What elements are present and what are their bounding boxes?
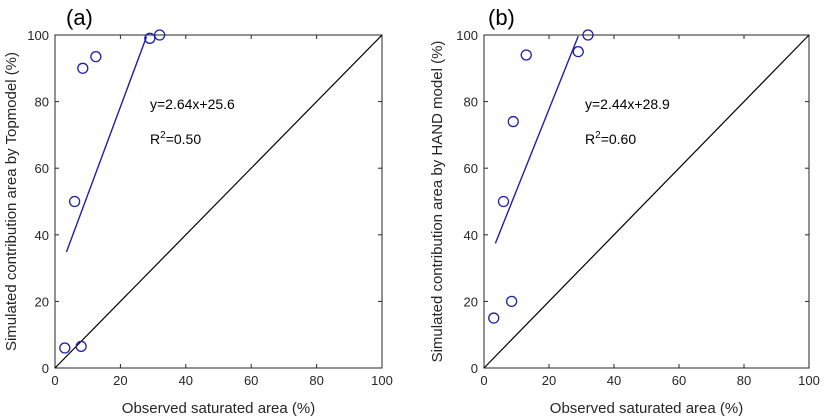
panel-b-one-to-one-line — [483, 34, 810, 369]
panel-a-r2-prefix: R — [150, 131, 160, 147]
panel-b-y-tick-label: 20 — [464, 294, 478, 309]
panel-b-x-tick-label: 80 — [737, 373, 751, 388]
panel-b-x-tick-label: 20 — [542, 373, 556, 388]
panel-a-x-tick-label: 80 — [309, 373, 323, 388]
panel-a-x-tick-label: 0 — [51, 373, 58, 388]
panel-b-y-tick-label: 60 — [464, 161, 478, 176]
panel-b-data-point — [507, 115, 519, 128]
panel-a-y-tick-label: 20 — [35, 294, 49, 309]
panel-b-data-point — [505, 295, 518, 308]
panel-a-fit-line — [65, 36, 148, 253]
panel-a-equation: y=2.64x+25.6 — [150, 96, 235, 112]
panel-a-data-point — [68, 195, 81, 208]
panel-a-y-tick-label: 0 — [42, 361, 49, 376]
panel-b-x-axis-label: Observed saturated area (%) — [550, 400, 743, 417]
panel-b-label: (b) — [488, 5, 515, 30]
panel-b-y-axis-label: Simulated contribution area by HAND mode… — [429, 41, 446, 363]
panel-a-y-tick-label: 100 — [27, 28, 49, 43]
panel-a-fit-line-group — [65, 36, 148, 253]
panel-b-data-point — [572, 46, 584, 58]
panel-a-y-tick-label: 40 — [35, 228, 49, 243]
panel-a-reference-line-group — [54, 34, 383, 369]
panel-b-data-point — [582, 29, 594, 41]
panel-b-data-point — [497, 195, 510, 208]
panel-a-x-axis-label: Observed saturated area (%) — [122, 400, 315, 417]
panel-a-x-tick-label: 60 — [244, 373, 258, 388]
panel-a-data-point — [144, 32, 156, 44]
panel-b-y-tick-label: 40 — [464, 228, 478, 243]
panel-b-equation: y=2.44x+28.9 — [585, 96, 670, 112]
panel-a: (a) 0 20 40 60 80 100 0 20 40 60 80 100 y=2.64x+25.… — [3, 5, 393, 417]
panel-a-data-point — [59, 342, 71, 354]
panel-b-x-tick-label: 60 — [672, 373, 686, 388]
panel-a-x-tick-label: 40 — [179, 373, 193, 388]
panel-a-x-tick-label: 20 — [113, 373, 127, 388]
panel-b-data-point — [488, 312, 500, 324]
panel-a-points — [59, 29, 166, 354]
panel-a-y-axis-label: Simulated contribution area by Topmodel … — [3, 52, 20, 351]
panel-b: (b) 0 20 40 60 80 100 0 20 40 60 80 100 y=2.44x+28.… — [429, 5, 820, 417]
panel-b-x-tick-label: 40 — [607, 373, 621, 388]
panel-b-fit-line-group — [494, 35, 579, 244]
panel-a-data-point — [153, 29, 166, 41]
panel-b-fit-line — [494, 35, 579, 244]
panel-a-x-tick-label: 100 — [371, 373, 393, 388]
panel-b-y-tick-label: 0 — [471, 361, 478, 376]
panel-b-r2-sup: 2 — [595, 130, 601, 141]
panel-a-r2-sup: 2 — [160, 130, 166, 141]
panel-b-y-tick-label: 100 — [456, 28, 478, 43]
panel-b-r2-value: =0.60 — [601, 131, 637, 147]
panel-b-points — [488, 29, 594, 324]
panel-a-data-point — [75, 340, 87, 353]
panel-b-ticks: 0 20 40 60 80 100 0 20 40 60 80 100 — [456, 28, 820, 388]
panel-b-reference-line-group — [483, 34, 810, 369]
panel-a-r2-value: =0.50 — [166, 131, 202, 147]
panel-a-ticks: 0 20 40 60 80 100 0 20 40 60 80 100 — [27, 28, 393, 388]
panel-b-r2-prefix: R — [585, 131, 595, 147]
panel-b-x-tick-label: 100 — [798, 373, 820, 388]
panel-b-x-tick-label: 0 — [480, 373, 487, 388]
panel-a-y-tick-label: 60 — [35, 161, 49, 176]
panel-b-data-point — [520, 49, 532, 61]
panel-b-y-tick-label: 80 — [464, 95, 478, 110]
panel-a-y-tick-label: 80 — [35, 95, 49, 110]
panel-b-r2: R2=0.60 — [585, 130, 636, 147]
panel-a-one-to-one-line — [54, 34, 383, 369]
panel-a-data-point — [77, 62, 89, 74]
panel-a-r2: R2=0.50 — [150, 130, 201, 147]
panel-a-data-point — [90, 50, 102, 63]
panel-a-label: (a) — [66, 5, 93, 30]
